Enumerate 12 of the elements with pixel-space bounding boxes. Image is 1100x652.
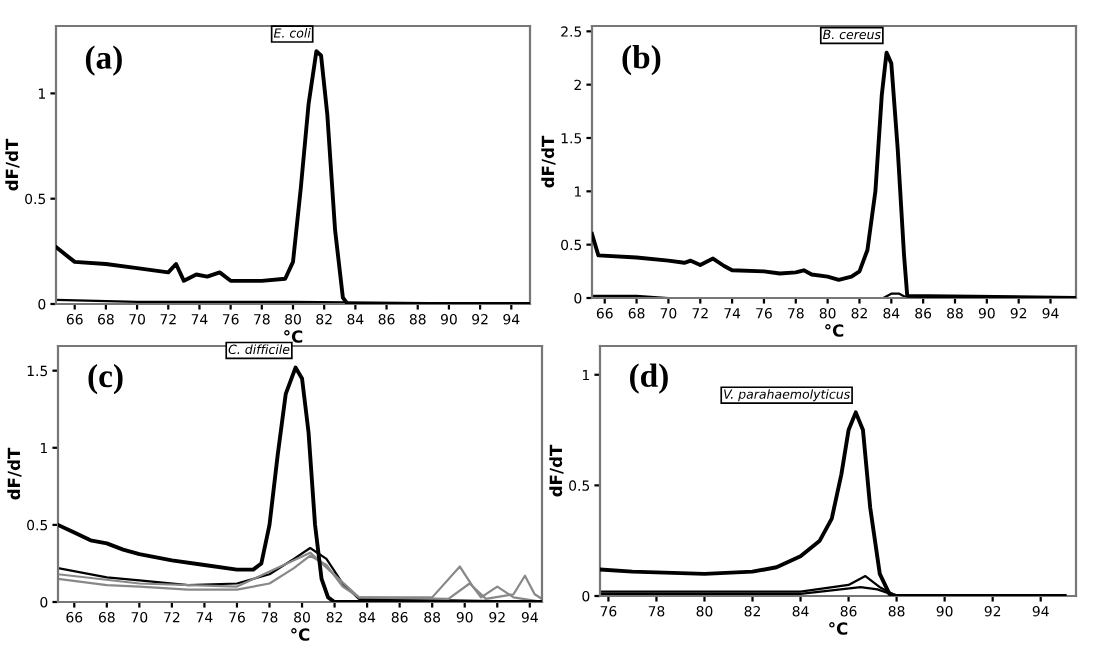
annotation: (c) [88,363,123,395]
y-axis-title: dF/dT [5,138,20,191]
y-axis-title: dF/dT [541,135,556,188]
x-axis-title: °C [291,628,310,641]
annotation: (b) [622,45,661,76]
annotation: (d) [630,363,668,394]
annotation: (a) [85,45,122,76]
x-axis-title: °C [829,622,848,635]
y-axis-title: dF/dT [7,447,22,500]
y-axis-title: dF/dT [549,444,564,497]
x-axis-title: °C [284,330,303,343]
x-axis-title: °C [825,324,844,337]
